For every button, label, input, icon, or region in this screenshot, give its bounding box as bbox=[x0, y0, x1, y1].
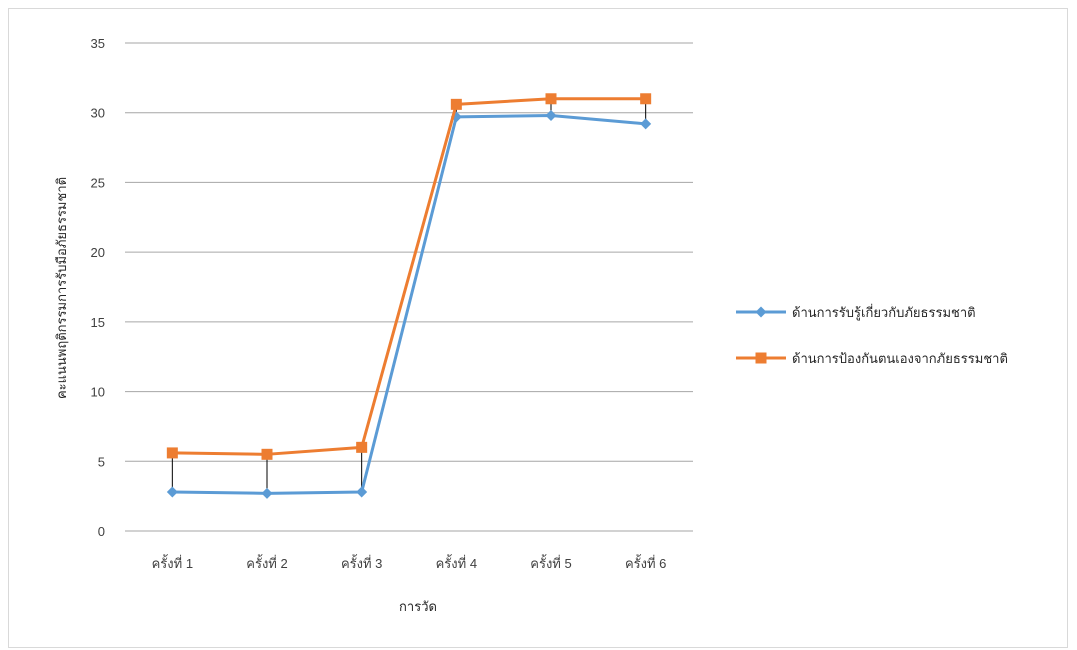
x-tick-label: ครั้งที่ 3 bbox=[341, 554, 382, 571]
x-tick-label: ครั้งที่ 5 bbox=[530, 554, 571, 571]
legend-marker bbox=[755, 306, 767, 318]
legend-marker bbox=[755, 352, 767, 364]
drop-lines bbox=[171, 98, 647, 494]
data-point bbox=[640, 118, 652, 130]
x-tick-label: ครั้งที่ 4 bbox=[436, 554, 477, 571]
data-point bbox=[261, 487, 273, 499]
y-tick-label: 25 bbox=[91, 175, 105, 190]
y-tick-label: 15 bbox=[91, 315, 105, 330]
x-tick-label: ครั้งที่ 1 bbox=[152, 554, 193, 571]
y-axis-title: คะแนนพฤติกรรมการรับมือภัยธรรมชาติ bbox=[54, 177, 70, 399]
data-point bbox=[640, 93, 652, 105]
data-point bbox=[356, 441, 368, 453]
series-layer bbox=[166, 93, 652, 499]
x-tick-label: ครั้งที่ 2 bbox=[246, 554, 287, 571]
y-tick-label: 5 bbox=[98, 454, 105, 469]
x-axis-title: การวัด bbox=[399, 600, 437, 615]
legend-label: ด้านการป้องกันตนเองจากภัยธรรมชาติ bbox=[792, 352, 1008, 367]
series-line bbox=[172, 97, 646, 456]
data-point bbox=[166, 486, 178, 498]
data-point bbox=[261, 448, 273, 460]
data-point bbox=[450, 98, 462, 110]
data-point bbox=[166, 447, 178, 459]
y-tick-label: 0 bbox=[98, 524, 105, 539]
x-axis-ticks: ครั้งที่ 1 ครั้งที่ 2 ครั้งที่ 3 ครั้งที่ 4… bbox=[152, 554, 667, 571]
legend-entry: ด้านการป้องกันตนเองจากภัยธรรมชาติ bbox=[736, 352, 1008, 367]
legend-entry: ด้านการรับรู้เกี่ยวกับภัยธรรมชาติ bbox=[736, 304, 976, 321]
y-tick-label: 20 bbox=[91, 245, 105, 260]
data-point bbox=[356, 486, 368, 498]
y-tick-label: 10 bbox=[91, 385, 105, 400]
y-tick-label: 30 bbox=[91, 106, 105, 121]
legend-label: ด้านการรับรู้เกี่ยวกับภัยธรรมชาติ bbox=[792, 304, 976, 321]
gridlines bbox=[125, 42, 693, 532]
legend: ด้านการรับรู้เกี่ยวกับภัยธรรมชาติด้านการ… bbox=[736, 304, 1008, 367]
x-tick-label: ครั้งที่ 6 bbox=[625, 554, 666, 571]
series-2 bbox=[166, 93, 652, 460]
data-point bbox=[545, 110, 557, 122]
data-point bbox=[545, 93, 557, 105]
y-tick-label: 35 bbox=[91, 36, 105, 51]
series-1 bbox=[166, 110, 652, 499]
y-axis-ticks: 0 5 10 15 20 25 30 35 bbox=[91, 36, 105, 539]
series-line bbox=[172, 114, 646, 495]
